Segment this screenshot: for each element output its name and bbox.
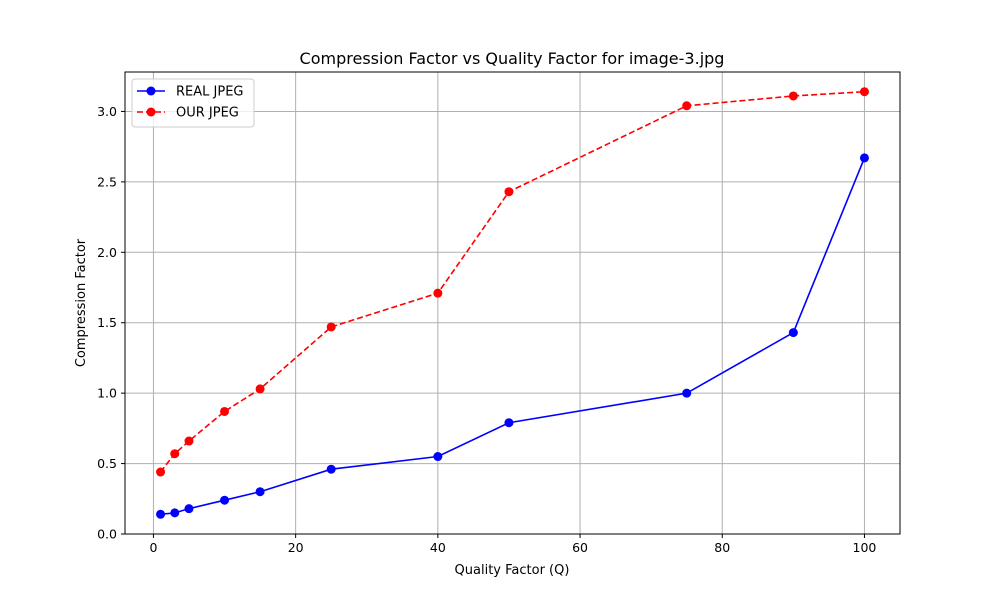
data-point (682, 101, 692, 111)
y-tick-label: 0.0 (97, 527, 117, 542)
data-point (184, 504, 194, 514)
y-tick-label: 1.0 (97, 386, 117, 401)
data-point (504, 187, 514, 197)
y-tick-label: 0.5 (97, 456, 117, 471)
y-tick-label: 1.5 (97, 315, 117, 330)
x-tick-label: 20 (288, 540, 304, 555)
x-tick-label: 80 (714, 540, 730, 555)
legend: REAL JPEG OUR JPEG (131, 78, 255, 128)
series-line-1 (160, 157, 866, 516)
x-tick-label: 100 (853, 540, 877, 555)
data-point (184, 436, 194, 446)
data-point (859, 153, 869, 163)
x-axis-label: Quality Factor (Q) (455, 563, 570, 578)
ticks: 0 20 40 60 80 100 0.0 0.5 1.0 1.5 2.0 2.5 3.0 (97, 104, 876, 555)
x-tick-label: 60 (572, 540, 588, 555)
data-point (255, 384, 265, 394)
data-point (170, 449, 180, 459)
y-tick-label: 2.5 (97, 174, 117, 189)
data-point (170, 508, 180, 518)
y-tick-label: 2.0 (97, 245, 117, 260)
data-point (326, 322, 336, 332)
data-point (433, 452, 443, 462)
data-point (433, 288, 443, 298)
grid (125, 72, 900, 535)
legend-marker (146, 107, 156, 117)
legend-label: OUR JPEG (176, 106, 239, 121)
data-point (504, 418, 514, 428)
plot-frame (124, 71, 901, 535)
data-point (156, 509, 166, 519)
data-point (859, 87, 869, 97)
chart-title: Compression Factor vs Quality Factor for… (300, 49, 725, 68)
y-axis-label: Compression Factor (74, 238, 89, 367)
data-point (220, 406, 230, 416)
data-point (788, 91, 798, 101)
data-point (326, 464, 336, 474)
series-layer (156, 87, 869, 519)
legend-marker (146, 86, 156, 96)
x-tick-label: 40 (430, 540, 446, 555)
data-point (788, 328, 798, 338)
data-point (255, 487, 265, 497)
data-point (220, 495, 230, 505)
legend-label: REAL JPEG (176, 85, 243, 100)
series-line-2 (159, 90, 865, 473)
y-tick-label: 3.0 (97, 104, 117, 119)
data-point (156, 467, 166, 477)
x-tick-label: 0 (149, 540, 157, 555)
data-point (682, 388, 692, 398)
